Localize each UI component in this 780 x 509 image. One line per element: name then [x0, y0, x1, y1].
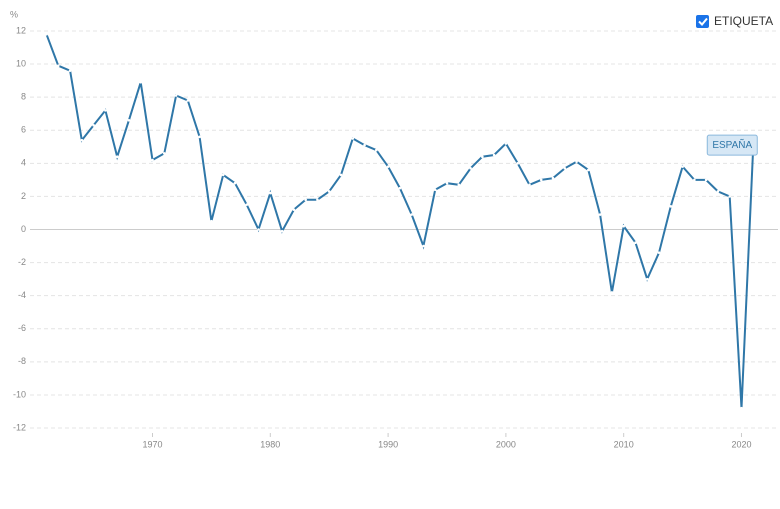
point — [433, 188, 437, 192]
point — [469, 166, 472, 170]
point — [634, 241, 637, 245]
point — [80, 138, 84, 142]
point — [375, 148, 378, 152]
legend[interactable]: ETIQUETA — [696, 14, 773, 28]
y-tick-label: -12 — [13, 422, 26, 432]
y-tick-label: -4 — [18, 290, 26, 300]
x-tick-label: 2000 — [496, 439, 516, 449]
legend-checkbox[interactable] — [696, 15, 709, 28]
point — [245, 203, 249, 206]
point — [198, 135, 201, 139]
x-tick-label: 2010 — [614, 439, 634, 449]
y-tick-label: 2 — [21, 191, 26, 201]
point — [316, 198, 319, 202]
point — [363, 143, 366, 147]
y-tick-label: -10 — [13, 389, 26, 399]
point — [669, 205, 673, 208]
point — [386, 165, 390, 168]
point — [115, 155, 119, 159]
point — [68, 69, 72, 72]
point — [162, 152, 166, 155]
point — [56, 64, 60, 68]
y-tick-label: -2 — [18, 257, 26, 267]
point — [481, 155, 484, 159]
check-icon — [698, 17, 708, 26]
point — [127, 119, 131, 122]
point — [139, 80, 143, 84]
point — [704, 178, 708, 182]
point — [292, 208, 296, 211]
y-tick-label: 4 — [21, 158, 26, 168]
point — [233, 181, 237, 185]
point — [280, 229, 284, 233]
point — [445, 181, 449, 185]
point — [539, 178, 543, 182]
point — [681, 165, 684, 168]
point — [339, 173, 343, 177]
point — [304, 198, 307, 202]
y-unit: % — [10, 9, 18, 19]
point — [716, 190, 720, 193]
series-label-text: ESPAÑA — [712, 138, 752, 151]
y-tick-label: 0 — [21, 224, 26, 234]
point — [492, 153, 496, 157]
point — [174, 94, 178, 97]
x-tick-label: 2020 — [731, 439, 751, 449]
point — [551, 176, 555, 180]
y-tick-label: -8 — [18, 356, 26, 366]
point — [563, 166, 567, 170]
point — [410, 213, 413, 216]
series-line — [45, 33, 755, 409]
x-tick-label: 1970 — [142, 439, 162, 449]
point — [45, 32, 48, 36]
point — [622, 224, 625, 228]
series-label: ESPAÑA — [706, 134, 758, 156]
point — [210, 219, 213, 223]
point — [657, 251, 661, 254]
y-tick-label: 6 — [21, 125, 26, 135]
point — [457, 183, 461, 187]
x-tick-label: 1990 — [378, 439, 398, 449]
y-tick-label: 8 — [21, 92, 26, 102]
y-tick-label: -6 — [18, 323, 26, 333]
point — [528, 183, 531, 187]
point — [151, 158, 154, 162]
point — [598, 213, 602, 216]
point — [92, 123, 95, 127]
point — [693, 178, 696, 182]
point — [422, 244, 425, 248]
point — [269, 191, 272, 195]
point — [587, 168, 590, 172]
point — [504, 142, 508, 145]
point — [575, 160, 578, 163]
point — [728, 195, 732, 198]
point — [610, 291, 614, 294]
x-tick-label: 1980 — [260, 439, 280, 449]
point — [327, 190, 331, 193]
point — [398, 186, 402, 190]
point — [645, 277, 649, 281]
point — [221, 173, 225, 177]
point — [257, 228, 260, 231]
point — [740, 406, 743, 410]
y-tick-label: 12 — [16, 25, 26, 35]
point — [351, 137, 355, 140]
y-tick-label: 10 — [16, 58, 26, 68]
point — [186, 99, 190, 102]
point — [104, 109, 107, 112]
legend-label[interactable]: ETIQUETA — [714, 14, 773, 28]
series-label-box — [706, 134, 758, 156]
point — [516, 162, 519, 165]
